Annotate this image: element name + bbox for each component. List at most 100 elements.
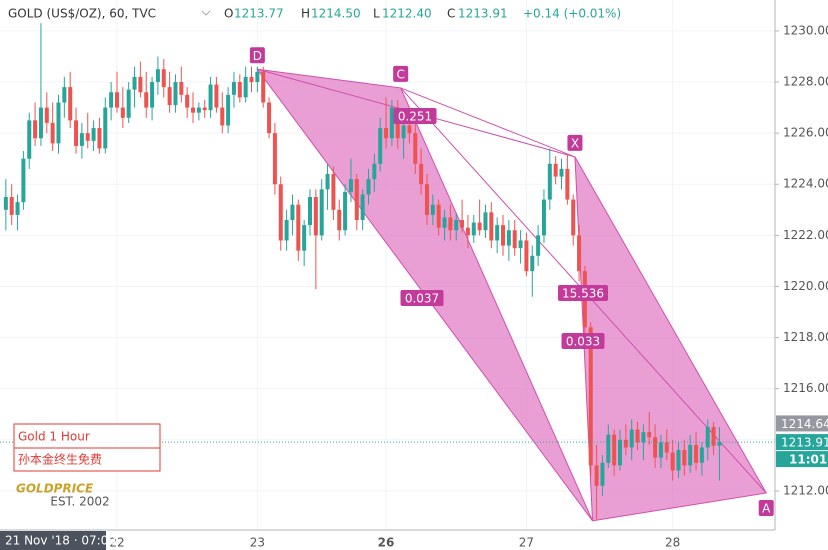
candle-body	[343, 191, 348, 231]
candle-body	[313, 197, 318, 236]
candle-body	[436, 204, 441, 228]
candle-body	[319, 189, 324, 236]
candle-body	[179, 82, 184, 95]
candle-body	[389, 107, 394, 139]
candle-body	[56, 102, 61, 144]
candle-body	[331, 174, 336, 210]
cursor-date: 21 Nov '18 · 07:00	[5, 534, 116, 548]
candle-body	[243, 76, 248, 98]
candle-body	[15, 202, 20, 215]
candle-body	[612, 434, 617, 466]
candle-body	[419, 163, 424, 185]
x-tick-label: 26	[378, 536, 395, 550]
ohlc-label: H	[301, 7, 310, 21]
pattern-point-label: A	[762, 501, 771, 515]
candle-body	[33, 120, 38, 139]
candle-body	[284, 220, 289, 241]
candle-body	[185, 94, 190, 108]
candle-body	[524, 240, 529, 272]
y-tick-label: 1222.00	[783, 228, 828, 242]
candle-body	[618, 439, 622, 466]
candle-body	[296, 204, 301, 251]
candle-body	[231, 82, 236, 95]
candle-body	[354, 179, 359, 221]
candle-body	[103, 107, 108, 149]
candle-body	[191, 107, 196, 113]
candle-body	[3, 197, 8, 210]
candle-body	[302, 225, 307, 251]
ohlc-value: 1213.91	[458, 7, 508, 21]
candle-body	[372, 163, 377, 180]
candle-body	[74, 120, 79, 146]
candle-body	[144, 92, 149, 108]
pattern-point-label-box	[567, 134, 583, 151]
ratio-label-box	[393, 108, 437, 124]
candle-body	[220, 107, 225, 126]
candle-body	[278, 184, 283, 241]
countdown-box	[776, 451, 828, 468]
ohlc-value: 1213.77	[234, 7, 284, 21]
candle-body	[664, 442, 669, 453]
change: +0.14 (+0.01%)	[523, 7, 621, 21]
candle-body	[676, 450, 681, 471]
candle-body	[430, 204, 435, 215]
candle-body	[167, 87, 172, 106]
candle-body	[699, 447, 704, 463]
candle-body	[694, 444, 699, 463]
candle-body	[237, 82, 242, 98]
cursor-date-box	[0, 531, 106, 550]
candle-body	[91, 128, 96, 141]
y-tick-label: 1226.00	[783, 126, 828, 140]
candle-body	[208, 84, 213, 111]
symbol: GOLD (US$/OZ), 60, TVC	[8, 7, 156, 21]
pattern-point-label-box	[393, 65, 409, 82]
candle-body	[21, 158, 26, 203]
ratio-label: 0.033	[566, 335, 600, 349]
countdown: 11:01	[789, 453, 827, 467]
candle-body	[471, 222, 476, 236]
candle-body	[337, 209, 342, 231]
candle-body	[214, 84, 219, 108]
candle-body	[226, 94, 231, 126]
ohlc-value: 1214.50	[311, 7, 361, 21]
ratio-label: 0.251	[398, 110, 432, 124]
candle-body	[495, 225, 500, 241]
ohlc-label: L	[373, 7, 380, 21]
ratio-label: 15.536	[562, 287, 604, 301]
ohlc-label: O	[224, 7, 233, 21]
candle-body	[202, 107, 207, 111]
candle-body	[477, 222, 482, 231]
candle-body	[629, 429, 634, 448]
candle-body	[97, 128, 102, 149]
candle-body	[588, 327, 593, 466]
candle-body	[688, 444, 693, 466]
ratio-label-box	[561, 333, 605, 349]
candle-body	[623, 439, 628, 448]
candle-body	[109, 92, 114, 108]
candle-body	[360, 194, 365, 221]
x-tick-label: 27	[519, 536, 534, 550]
candle-body	[38, 107, 43, 139]
candle-body	[600, 462, 605, 486]
pattern-line	[400, 87, 576, 158]
candle-body	[553, 163, 558, 177]
candle-body	[518, 240, 523, 249]
candle-body	[717, 442, 722, 446]
ratio-label-box	[400, 290, 444, 306]
y-tick-label: 1212.00	[783, 483, 828, 497]
candle-body	[606, 434, 611, 463]
candle-body	[27, 120, 32, 159]
candle-body	[506, 230, 511, 246]
candle-body	[465, 227, 470, 236]
candle-body	[670, 452, 675, 471]
candle-body	[559, 168, 564, 177]
candle-body	[126, 89, 131, 118]
pattern-point-label: X	[571, 136, 579, 150]
candle-body	[155, 69, 160, 83]
candle-body	[682, 450, 687, 466]
pattern-point-label: D	[253, 49, 262, 63]
candle-body	[571, 199, 576, 236]
candle-body	[536, 235, 541, 256]
candle-body	[512, 230, 517, 249]
